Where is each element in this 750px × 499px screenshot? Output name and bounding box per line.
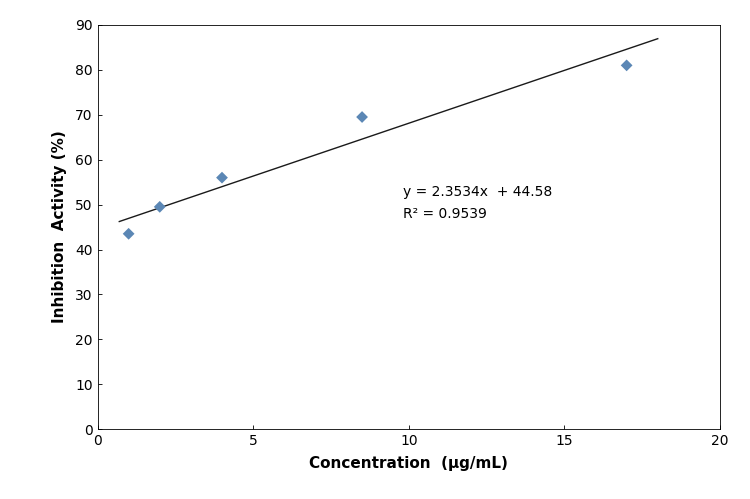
Point xyxy=(356,113,368,121)
Text: R² = 0.9539: R² = 0.9539 xyxy=(403,207,487,221)
Point xyxy=(154,203,166,211)
Point xyxy=(621,61,633,69)
X-axis label: Concentration  (μg/mL): Concentration (μg/mL) xyxy=(309,456,509,472)
Point xyxy=(216,174,228,182)
Y-axis label: Inhibition  Activity (%): Inhibition Activity (%) xyxy=(52,131,67,323)
Point xyxy=(122,230,135,238)
Text: y = 2.3534x  + 44.58: y = 2.3534x + 44.58 xyxy=(403,185,552,199)
